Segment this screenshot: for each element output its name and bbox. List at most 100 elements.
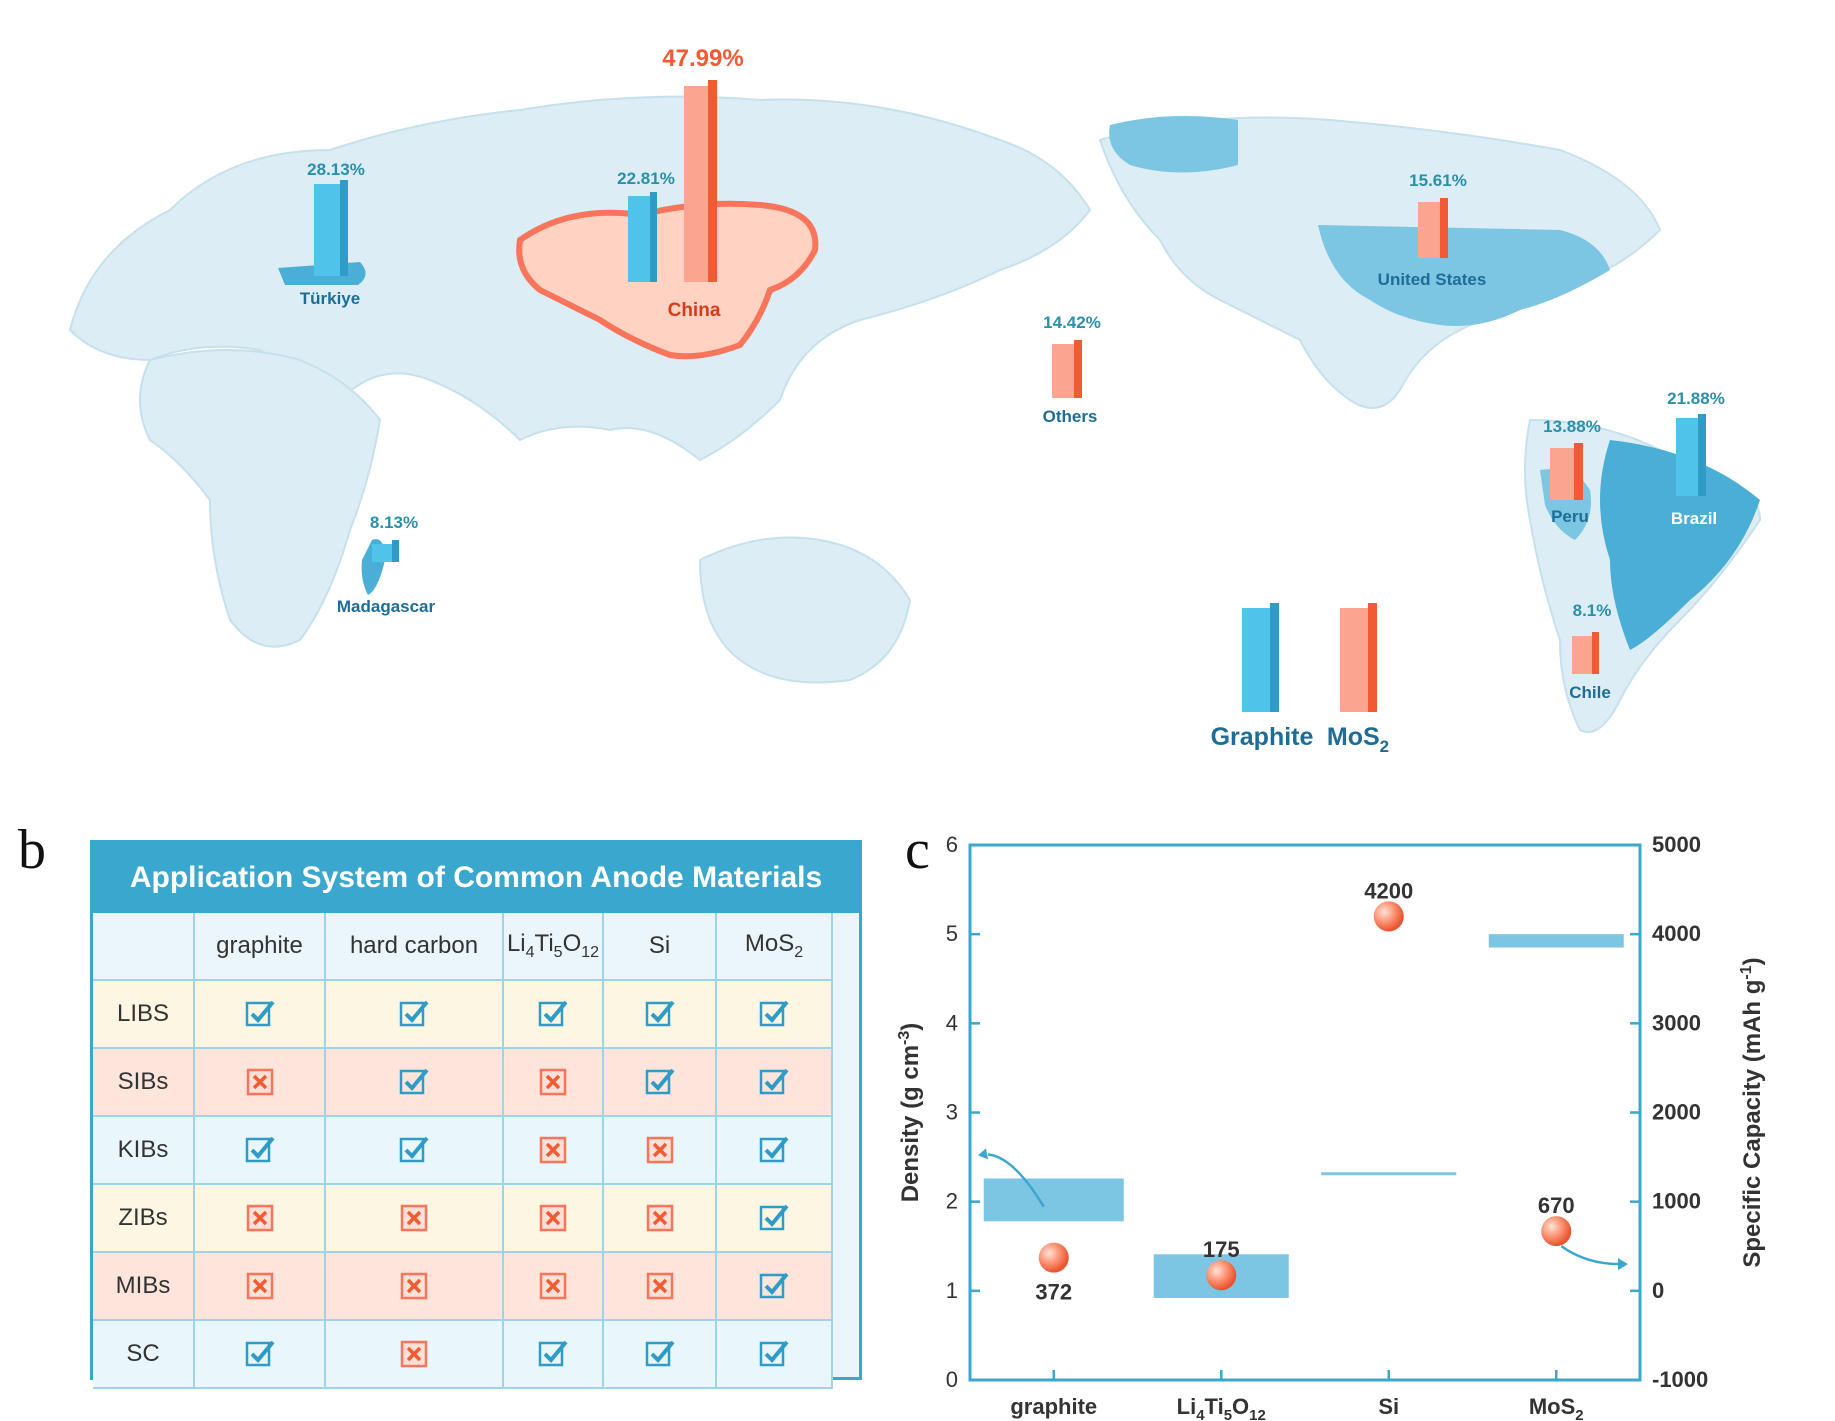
right-axis-title: Specific Capacity (mAh g-1) (1738, 957, 1766, 1267)
right-tick-label: 3000 (1652, 1010, 1701, 1035)
checkmark-icon (245, 1000, 275, 1027)
cross-icon (539, 1068, 567, 1096)
column-header: hard carbon (326, 913, 504, 981)
table-cell (717, 1253, 833, 1321)
label-turkiye: Türkiye (300, 289, 360, 308)
density-capacity-chart: 0 1 2 3 4 5 6 -1000 0 1000 2000 3000 4000 5000 Density… (896, 832, 1766, 1420)
capacity-point (1038, 1242, 1069, 1273)
table-cell (504, 1253, 604, 1321)
anode-application-table: Application System of Common Anode Mater… (90, 840, 862, 1389)
checkmark-icon (245, 1136, 275, 1163)
row-header: KIBs (93, 1117, 195, 1185)
capacity-point (1373, 901, 1404, 932)
table-cell (604, 1185, 717, 1253)
header-corner-cell (93, 913, 195, 981)
bar-peru-mos2 (1550, 443, 1583, 500)
checkmark-icon (759, 1000, 789, 1027)
bar-madagascar-graphite (372, 540, 399, 562)
capacity-point (1206, 1260, 1237, 1291)
table-cell (326, 1049, 504, 1117)
checkmark-icon (645, 1000, 675, 1027)
checkmark-icon (759, 1204, 789, 1231)
left-tick-label: 6 (946, 832, 958, 857)
table-cell (604, 1253, 717, 1321)
bar-china-mos2 (684, 80, 717, 282)
pct-usa: 15.61% (1409, 171, 1467, 190)
bar-usa-mos2 (1418, 198, 1448, 258)
right-tick-label: 1000 (1652, 1189, 1701, 1214)
bar-others-mos2 (1052, 340, 1082, 398)
australia-landmass (698, 536, 912, 684)
density-range-bar (1321, 1172, 1457, 1176)
cross-icon (246, 1272, 273, 1300)
label-madagascar: Madagascar (337, 597, 436, 616)
right-tick-label: 4000 (1652, 921, 1701, 946)
column-header: graphite (195, 913, 326, 981)
column-header-text: graphite (216, 932, 303, 959)
checkmark-icon (759, 1340, 789, 1367)
table-cell (504, 1117, 604, 1185)
bar-turkiye-graphite (314, 180, 348, 276)
legend-graphite-bar (1242, 603, 1279, 712)
row-header: SC (93, 1321, 195, 1389)
table-title: Application System of Common Anode Mater… (93, 843, 859, 913)
capacity-point (1541, 1216, 1572, 1247)
cross-icon (646, 1136, 673, 1164)
row-header: ZIBs (93, 1185, 195, 1253)
checkmark-icon (538, 1000, 568, 1027)
panel-letter-b: b (18, 819, 46, 881)
x-tick-label: Li4Ti5O12 (1177, 1394, 1266, 1420)
alaska-landmass (1109, 116, 1238, 173)
row-header: LIBS (93, 981, 195, 1049)
label-brazil: Brazil (1671, 509, 1717, 528)
cross-icon (400, 1272, 428, 1300)
pct-peru: 13.88% (1543, 417, 1601, 436)
column-header-text: Si (648, 932, 671, 959)
checkmark-icon (399, 1136, 429, 1163)
cross-icon (539, 1272, 567, 1300)
checkmark-icon (759, 1068, 789, 1095)
left-tick-label: 0 (946, 1367, 958, 1392)
checkmark-icon (399, 1000, 429, 1027)
cross-icon (246, 1068, 273, 1096)
capacity-axis-arrow (1560, 1245, 1621, 1266)
left-tick-label: 2 (946, 1189, 958, 1214)
legend-graphite-label: Graphite (1211, 723, 1314, 751)
table-cell (195, 1049, 326, 1117)
cross-icon (539, 1204, 567, 1232)
column-header-text: MoS2 (744, 930, 804, 961)
table-cell (326, 1185, 504, 1253)
cross-icon (400, 1204, 428, 1232)
table-cell (195, 1321, 326, 1389)
arrow-head-icon (978, 1148, 988, 1160)
world-map: 28.13% Türkiye 22.81% 47.99% China 15.61… (68, 45, 1762, 756)
x-tick-label: Si (1378, 1394, 1399, 1419)
cross-icon (246, 1204, 273, 1232)
bar-chile-mos2 (1572, 632, 1599, 674)
table-cell (195, 981, 326, 1049)
capacity-label: 175 (1203, 1237, 1240, 1262)
table-cell (195, 1117, 326, 1185)
left-axis-title: Density (g cm-3) (896, 1023, 924, 1203)
label-peru: Peru (1551, 507, 1589, 526)
brazil-highlight (1600, 440, 1760, 650)
table-cell (504, 981, 604, 1049)
label-usa: United States (1378, 270, 1487, 289)
pct-chile: 8.1% (1573, 601, 1612, 620)
table-cell (717, 1185, 833, 1253)
china-highlight (516, 200, 819, 360)
bar-brazil-graphite (1676, 414, 1706, 496)
table-cell (504, 1321, 604, 1389)
table-cell (326, 1321, 504, 1389)
bar-china-graphite (628, 192, 657, 282)
right-tick-label: 5000 (1652, 832, 1701, 857)
checkmark-icon (538, 1340, 568, 1367)
column-header: Si (604, 913, 717, 981)
checkmark-icon (645, 1068, 675, 1095)
capacity-label: 670 (1538, 1193, 1575, 1218)
checkmark-icon (245, 1340, 275, 1367)
table-cell (717, 1117, 833, 1185)
table-cell (604, 1049, 717, 1117)
column-header-text: hard carbon (349, 932, 479, 959)
table-cell (195, 1185, 326, 1253)
